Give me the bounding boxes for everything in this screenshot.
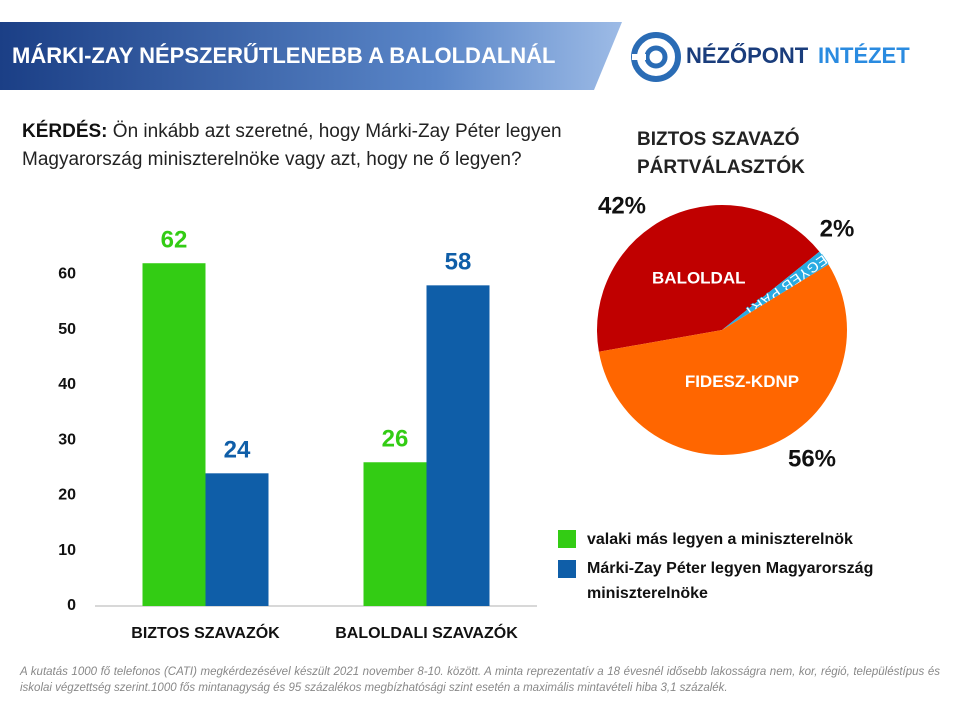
header-banner [0,22,622,90]
logo-text: INTÉZET [818,43,910,68]
data-label: 26 [382,426,409,453]
legend-item: Márki-Zay Péter legyen Magyarország mini… [587,560,874,602]
value-label: 42% [598,192,646,219]
legend-swatch [558,530,576,548]
pie-slice [597,205,820,352]
y-tick-label: 10 [58,542,76,559]
bar [426,285,490,606]
y-tick-label: 60 [58,266,76,283]
pie-slice [722,251,829,330]
slice-label: FIDESZ-KDNP [685,372,799,391]
data-label: 24 [224,437,251,464]
y-tick-label: 0 [67,597,76,614]
question: KÉRDÉS: Ön inkább azt szeretné, hogy Már… [22,118,592,174]
logo-icon [631,32,681,82]
logo-text: NÉZŐPONT [686,43,809,68]
bar [205,473,269,606]
pie-title: BIZTOS SZAVAZÓ PÁRTVÁLASZTÓK [637,129,805,178]
legend-swatch [558,560,576,578]
data-label: 58 [445,249,472,276]
y-tick-label: 20 [58,487,76,504]
question-label: KÉRDÉS: [22,121,108,142]
question-text: Ön inkább azt szeretné, hogy Márki-Zay P… [22,121,562,170]
legend-item: valaki más legyen a miniszterelnök [587,531,853,548]
bar [363,462,427,606]
y-tick-label: 30 [58,431,76,448]
header-title: MÁRKI-ZAY NÉPSZERŰTLENEBB A BALOLDALNÁL [12,43,555,68]
bar [142,263,206,606]
pie-slice [598,264,847,455]
footnote: A kutatás 1000 fő telefonos (CATI) megké… [20,666,940,694]
x-tick-label: BALOLDALI SZAVAZÓK [335,623,518,642]
x-tick-label: BIZTOS SZAVAZÓK [131,623,280,642]
value-label: 56% [788,445,836,472]
slice-label: BALOLDAL [652,268,745,287]
y-tick-label: 40 [58,376,76,393]
value-label: 2% [820,215,855,242]
y-tick-label: 50 [58,321,76,338]
data-label: 62 [161,227,188,254]
